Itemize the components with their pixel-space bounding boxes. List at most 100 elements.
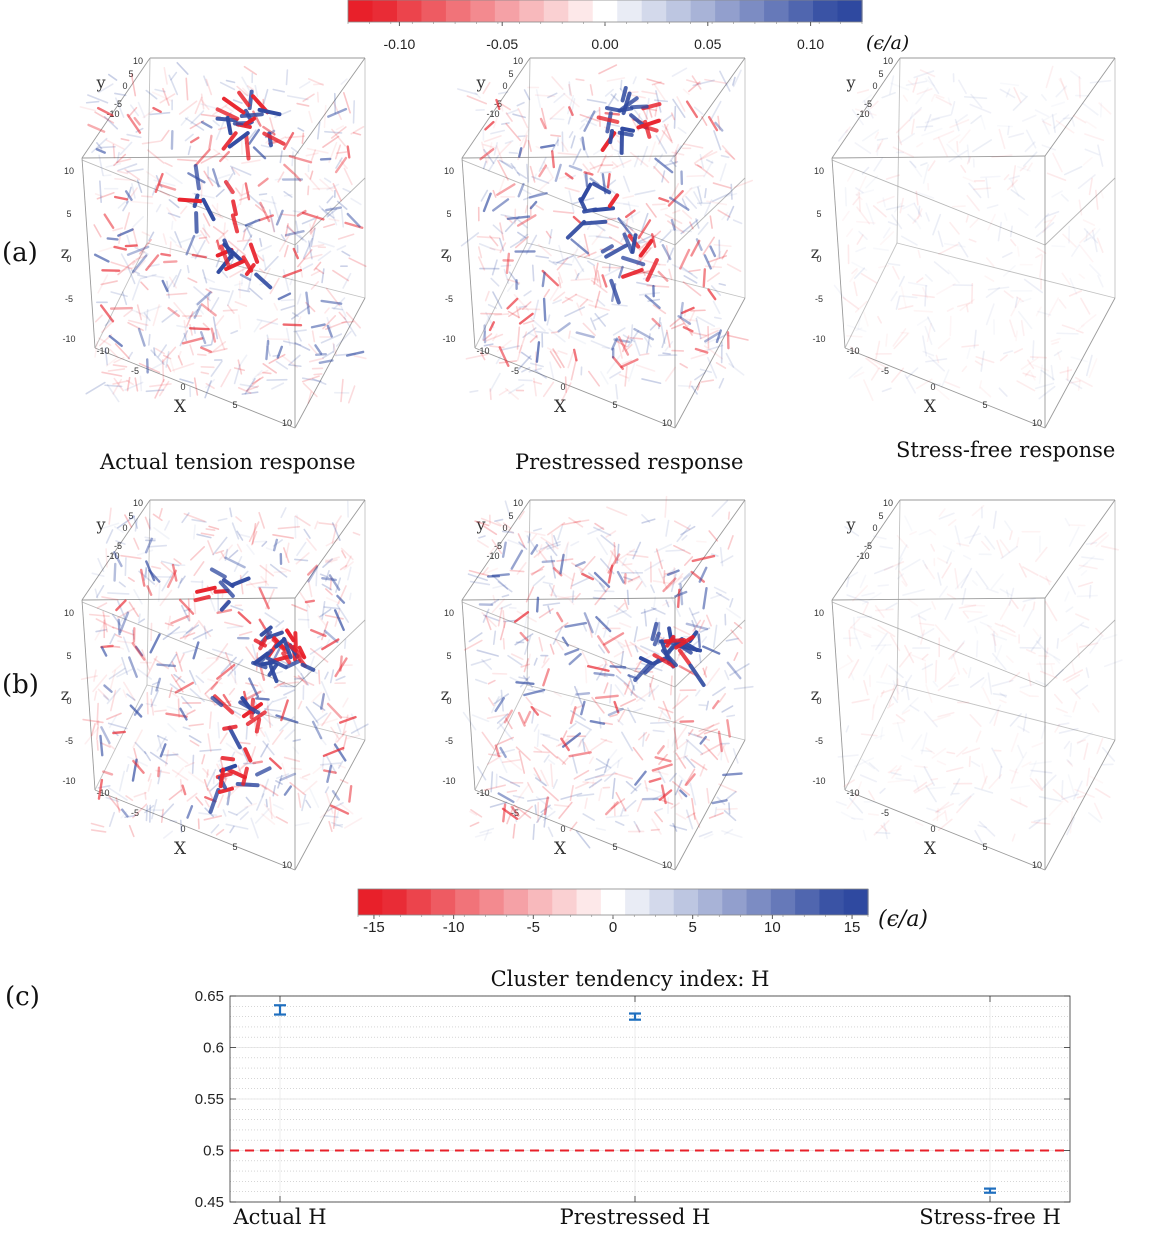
cube-z-axis-label: z [441,685,449,704]
cube-y-tick-label: 10 [133,498,143,508]
cube-edge [897,500,900,685]
colorbar-bottom-tick-label: 10 [764,919,781,936]
colorbar-top-segment [642,0,667,22]
cube-y-tick-label: 10 [513,498,523,508]
cube-y-tick-label: 0 [502,81,507,91]
cube-edge [462,600,475,790]
cube-x-tick-label: 10 [282,418,292,428]
h-chart-errorbar [984,1189,996,1193]
colorbar-bottom-segment [528,889,553,915]
cube-z-tick-label: -5 [445,736,453,746]
cube-edge [675,620,745,687]
h-chart-svg: Cluster tendency index: H0.450.50.550.60… [150,960,1150,1235]
row-a-label: (a) [2,238,38,268]
cube-x-tick-label: 5 [232,400,237,410]
h-chart-category-label: Prestressed H [560,1205,711,1229]
h-chart-ytick-label: 0.5 [203,1143,224,1160]
colorbar-bottom-segment [698,889,723,915]
cube-z-tick-label: -10 [442,334,455,344]
cube-y-tick-label: 0 [122,81,127,91]
h-chart-ytick-label: 0.55 [195,1091,224,1108]
colorbar-top-segment [789,0,814,22]
cube-y-tick-label: -5 [864,541,872,551]
colorbar-bottom-segment [649,889,674,915]
cube-z-tick-label: 5 [446,209,451,219]
colorbar-top-segment [544,0,569,22]
colorbar-bottom-segment [795,889,820,915]
cube-y-tick-label: 0 [872,523,877,533]
cube-z-tick-label: -10 [62,334,75,344]
cube-x-axis-label: X [174,397,187,417]
colorbar-bottom-segment [358,889,383,915]
cube-edge [462,158,475,348]
colorbar-top-segment [568,0,593,22]
cube-y-tick-label: -10 [856,551,869,561]
cube-z-tick-label: -10 [812,776,825,786]
row-b-label: (b) [2,670,39,700]
colorbar-bottom-segment [722,889,747,915]
cube-x-tick-label: -10 [96,346,109,356]
cube-edge [1045,740,1115,870]
cube-x-tick-label: 10 [282,860,292,870]
colorbar-top-segment [495,0,520,22]
colorbar-bottom-unit: (ϵ/a) [878,907,958,932]
cube-edge [95,348,295,428]
cube-x-tick-label: 5 [612,842,617,852]
cube-z-axis-label: z [441,243,449,262]
cube-y-tick-label: -10 [486,551,499,561]
colorbar-bottom-segment [625,889,650,915]
cube-x-tick-label: -10 [846,346,859,356]
cube-z-tick-label: 10 [814,608,824,618]
cube-edge [845,685,897,790]
cube-y-axis-label: y [475,73,485,92]
cube-z-tick-label: 10 [444,166,454,176]
cube-edge [527,58,530,243]
h-chart-category-label: Actual H [232,1205,326,1229]
colorbar-top-segment [446,0,471,22]
fiber-network [835,67,1111,401]
colorbar-top-segment [421,0,446,22]
cube-x-axis-label: X [554,397,567,417]
colorbar-bottom-segment [844,889,869,915]
cube-z-tick-label: 5 [66,209,71,219]
colorbar-top-segment [397,0,422,22]
cube-y-tick-label: 5 [878,69,883,79]
colorbar-bottom-segment [504,889,529,915]
cube-z-tick-label: 5 [816,651,821,661]
cube-edge [675,58,745,156]
cube-y-tick-label: 10 [133,56,143,66]
colorbar-bottom-tick-label: 0 [609,919,617,936]
colorbar-bottom-segment [819,889,844,915]
cube-edge [675,740,745,870]
panel-c-label: (c) [5,982,40,1012]
colorbar-bottom-tick-label: 15 [844,919,861,936]
cube-edge [832,158,845,348]
cube-x-axis-label: X [924,839,937,859]
colorbar-bottom-segment [407,889,432,915]
cube-edge [845,348,1045,428]
colorbar-top-segment [470,0,495,22]
h-chart-errorbar [274,1005,286,1014]
cube-y-axis-label: y [845,73,855,92]
cube-edge [82,600,95,790]
cube-z-axis-label: z [811,685,819,704]
cube-edge [295,500,365,598]
colorbar-bottom-segment [382,889,407,915]
cube-edge [475,790,675,870]
cube-edge [897,243,1115,298]
cube-edge [832,156,1045,158]
cube-edge [82,158,95,348]
colorbar-bottom-tick-label: 5 [689,919,697,936]
colorbar-bottom-segment [577,889,602,915]
cube-z-tick-label: -5 [445,294,453,304]
cube-z-tick-label: -10 [812,334,825,344]
